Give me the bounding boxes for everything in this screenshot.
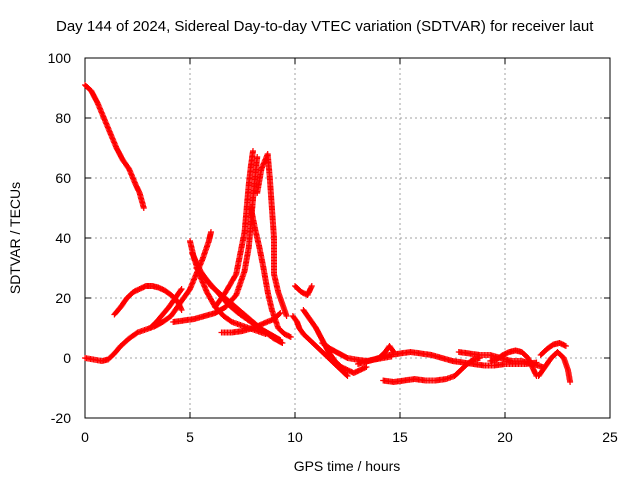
y-tick-label: 0 bbox=[63, 350, 71, 366]
x-tick-label: 15 bbox=[392, 429, 408, 445]
series-track-8 bbox=[170, 154, 261, 325]
track-markers bbox=[535, 349, 574, 385]
y-tick-label: -20 bbox=[51, 410, 71, 426]
y-tick-label: 20 bbox=[55, 290, 71, 306]
series-track-19 bbox=[380, 355, 483, 385]
x-tick-label: 10 bbox=[287, 429, 303, 445]
track-markers bbox=[380, 355, 483, 385]
x-axis-label: GPS time / hours bbox=[294, 458, 401, 474]
x-tick-label: 0 bbox=[81, 429, 89, 445]
series-track-12 bbox=[218, 310, 284, 336]
y-tick-label: 100 bbox=[48, 50, 72, 66]
series-track-13 bbox=[292, 283, 315, 298]
x-tick-label: 20 bbox=[497, 429, 513, 445]
y-axis-label: SDTVAR / TECUs bbox=[7, 182, 23, 294]
series-track-18 bbox=[365, 343, 397, 364]
track-markers bbox=[292, 283, 315, 298]
series-track-23 bbox=[535, 349, 574, 385]
track-markers bbox=[170, 154, 261, 325]
track-markers bbox=[487, 347, 540, 379]
track-markers bbox=[247, 205, 294, 340]
x-tick-label: 5 bbox=[186, 429, 194, 445]
axis-ticks: 0 5 10 15 20 25 -20 0 20 40 60 80 100 bbox=[48, 50, 618, 445]
track-markers bbox=[254, 151, 290, 319]
track-markers bbox=[82, 82, 147, 211]
series-track-3 bbox=[111, 283, 185, 318]
y-tick-label: 60 bbox=[55, 170, 71, 186]
track-markers bbox=[537, 340, 569, 358]
x-tick-label: 25 bbox=[602, 429, 618, 445]
series-track-10 bbox=[247, 205, 294, 340]
series-track-1 bbox=[82, 82, 147, 211]
y-tick-label: 80 bbox=[55, 110, 71, 126]
track-markers bbox=[218, 310, 284, 336]
track-markers bbox=[147, 286, 185, 331]
series-track-4 bbox=[147, 286, 185, 331]
track-markers bbox=[111, 283, 185, 318]
series-track-22 bbox=[537, 340, 569, 358]
y-tick-label: 40 bbox=[55, 230, 71, 246]
data-points bbox=[82, 82, 574, 385]
track-markers bbox=[365, 343, 397, 364]
series-track-11 bbox=[254, 151, 290, 319]
chart-title: Day 144 of 2024, Sidereal Day-to-day VTE… bbox=[56, 18, 594, 35]
series-track-9 bbox=[212, 148, 256, 310]
track-markers bbox=[212, 148, 256, 310]
series-track-21 bbox=[487, 347, 540, 379]
